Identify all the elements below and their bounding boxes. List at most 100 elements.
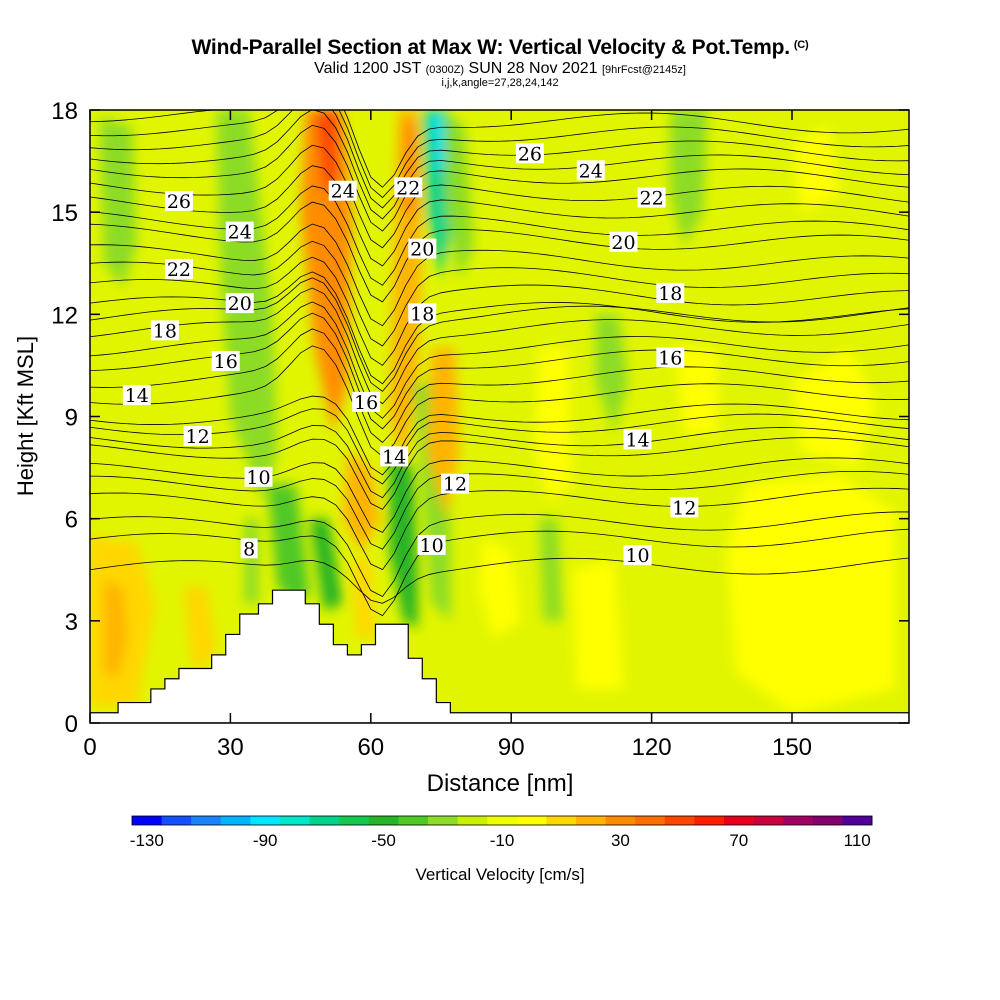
chart-title: Wind-Parallel Section at Max W: Vertical… <box>0 36 1000 60</box>
velocity-region <box>670 110 708 247</box>
theta-label: 18 <box>656 282 685 305</box>
velocity-region <box>534 348 573 502</box>
colorbar-swatch <box>487 816 518 825</box>
colorbar-swatch <box>546 816 577 825</box>
theta-contour <box>90 528 909 617</box>
theta-label: 8 <box>240 538 258 560</box>
theta-label-box <box>225 221 254 242</box>
theta-label-box <box>244 466 273 487</box>
theta-label: 10 <box>244 466 273 489</box>
theta-label-box <box>225 293 254 314</box>
theta-label-box <box>656 282 685 303</box>
theta-label-text: 24 <box>228 222 252 244</box>
theta-label-text: 22 <box>640 188 664 210</box>
theta-label-text: 12 <box>186 426 210 448</box>
velocity-region <box>595 314 629 434</box>
y-tick-label: 12 <box>51 302 78 329</box>
theta-label-box <box>656 347 685 368</box>
theta-label-text: 16 <box>658 348 682 370</box>
velocity-region <box>267 484 310 604</box>
valid-date: SUN 28 Nov 2021 <box>468 60 598 77</box>
theta-contour <box>90 511 909 597</box>
colorbar-swatch <box>694 816 725 825</box>
velocity-region <box>675 348 718 434</box>
theta-label-box <box>164 259 193 280</box>
theta-label: 24 <box>328 180 357 203</box>
theta-label-box <box>150 320 179 341</box>
colorbar-swatch <box>635 816 666 825</box>
theta-label-box <box>380 446 409 467</box>
theta-label: 12 <box>441 473 470 496</box>
theta-contour <box>90 470 909 550</box>
theta-label: 14 <box>623 429 652 451</box>
velocity-region <box>792 127 839 213</box>
theta-label-text: 10 <box>625 545 649 567</box>
theta-label: 10 <box>623 545 652 567</box>
theta-label-box <box>576 160 605 181</box>
velocity-region <box>539 518 563 621</box>
colorbar-swatch <box>161 816 192 825</box>
theta-label-box <box>623 545 652 566</box>
theta-label-text: 10 <box>420 535 444 557</box>
title-copyright-mark: (C) <box>793 39 809 51</box>
theta-label: 14 <box>122 385 151 407</box>
theta-label: 24 <box>576 160 605 182</box>
theta-label-text: 14 <box>625 429 649 451</box>
y-tick-label: 15 <box>51 200 78 227</box>
theta-label-box <box>417 534 446 555</box>
theta-label: 26 <box>164 190 193 213</box>
section-indices: i,j,k,angle=27,28,24,142 <box>441 77 559 89</box>
velocity-region <box>422 110 451 281</box>
theta-contour <box>90 240 909 347</box>
velocity-region <box>445 110 474 281</box>
velocity-region <box>99 116 137 288</box>
velocity-region <box>352 559 376 638</box>
colorbar: -130 -90 -50 -10 30 70 110 <box>130 815 873 850</box>
theta-contour <box>90 165 909 267</box>
colorbar-swatch <box>339 816 370 825</box>
theta-contour <box>90 425 909 499</box>
theta-label-box <box>441 473 470 494</box>
x-tick-label: 0 <box>83 734 96 761</box>
theta-contour <box>90 557 909 604</box>
colorbar-tick-label: -130 <box>130 831 164 850</box>
theta-contour <box>90 301 909 419</box>
valid-time-utc: (0300Z) <box>425 64 465 76</box>
theta-label: 18 <box>408 303 437 325</box>
colorbar-tick-label: -50 <box>371 831 396 850</box>
theta-label-text: 26 <box>518 143 542 165</box>
theta-label-text: 14 <box>125 385 149 407</box>
theta-label: 16 <box>211 351 240 373</box>
velocity-region <box>572 559 624 689</box>
theta-contour <box>90 110 909 209</box>
forecast-info: [9hrFcst@2145z] <box>601 64 686 76</box>
theta-label-text: 26 <box>167 191 191 213</box>
theta-contour <box>90 395 909 476</box>
theta-label-text: 18 <box>658 283 682 305</box>
colorbar-swatch <box>576 816 607 825</box>
theta-label-box <box>352 391 381 412</box>
colorbar-tick-label: -90 <box>253 831 278 850</box>
theta-label-text: 16 <box>354 392 378 414</box>
y-axis-label: Height [Kft MSL] <box>13 336 38 496</box>
theta-label: 16 <box>656 347 685 370</box>
colorbar-swatch <box>783 816 814 825</box>
colorbar-tick-label: 30 <box>611 831 630 850</box>
theta-label-text: 16 <box>214 351 238 373</box>
theta-contour <box>90 345 909 457</box>
theta-label: 20 <box>609 231 638 254</box>
theta-label-box <box>164 190 193 211</box>
velocity-region <box>104 579 128 679</box>
theta-label: 24 <box>225 221 254 244</box>
theta-label-text: 12 <box>672 497 696 519</box>
theta-contour <box>90 408 909 485</box>
theta-contour <box>90 110 909 199</box>
y-tick-label: 3 <box>65 609 78 636</box>
y-tick-label: 0 <box>65 711 78 738</box>
theta-label: 26 <box>515 143 544 165</box>
theta-label-text: 20 <box>228 293 252 315</box>
colorbar-swatch <box>191 816 222 825</box>
